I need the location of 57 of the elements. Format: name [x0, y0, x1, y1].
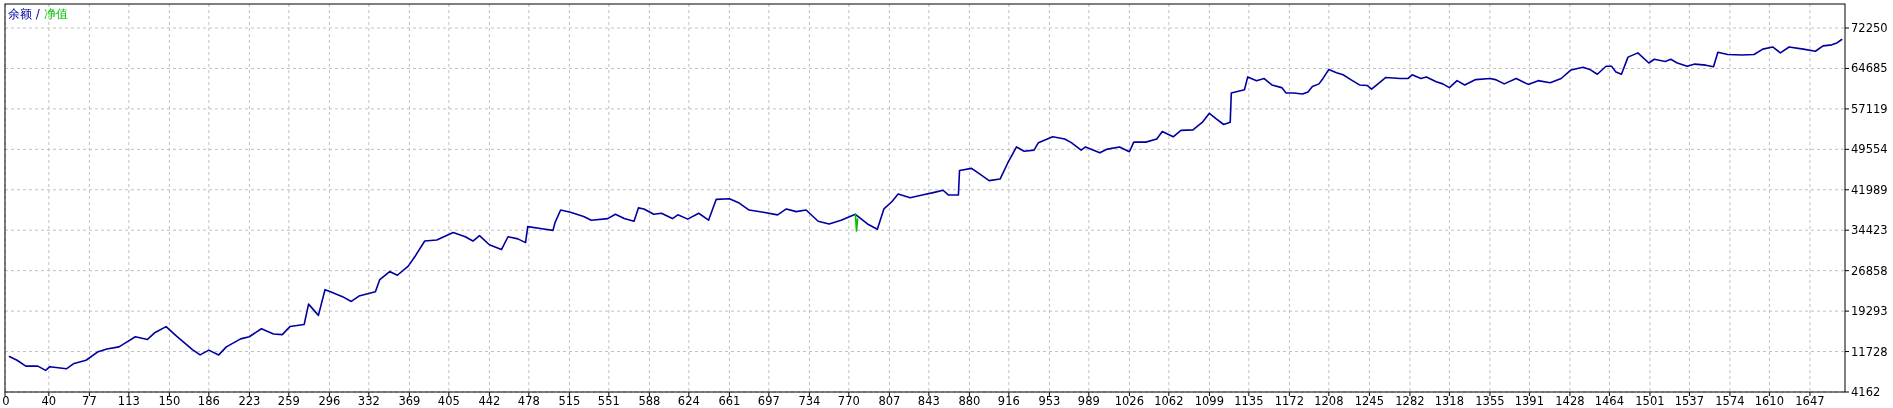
x-tick-label: 880	[958, 394, 981, 408]
x-tick-label: 1537	[1674, 394, 1705, 408]
x-tick-label: 515	[558, 394, 581, 408]
x-tick-label: 113	[117, 394, 140, 408]
x-tick-label: 1062	[1154, 394, 1184, 408]
x-tick-label: 588	[638, 394, 661, 408]
y-tick-label: 26858	[1851, 263, 1888, 278]
y-tick-label: 41989	[1851, 182, 1888, 197]
x-tick-label: 916	[997, 394, 1020, 408]
y-tick-label: 4162	[1851, 385, 1881, 399]
y-tick-label: 57119	[1851, 101, 1888, 116]
x-tick-label: 1464	[1594, 394, 1625, 408]
x-tick-label: 478	[517, 394, 540, 408]
x-tick-label: 1282	[1395, 394, 1425, 408]
x-tick-label: 40	[41, 394, 57, 408]
x-tick-label: 1428	[1555, 394, 1585, 408]
y-tick-label: 72250	[1851, 21, 1888, 35]
x-tick-label: 223	[238, 394, 261, 408]
x-tick-label: 1208	[1314, 394, 1344, 408]
x-tick-label: 259	[277, 394, 300, 408]
x-tick-label: 989	[1077, 394, 1100, 408]
x-tick-label: 953	[1038, 394, 1061, 408]
x-tick-label: 1391	[1514, 394, 1545, 408]
x-tick-label: 1318	[1434, 394, 1465, 408]
x-tick-label: 1647	[1795, 394, 1825, 408]
x-tick-label: 807	[878, 394, 901, 408]
x-tick-label: 661	[718, 394, 741, 408]
x-tick-label: 551	[597, 394, 620, 408]
x-tick-label: 1245	[1354, 394, 1385, 408]
x-tick-label: 77	[82, 394, 97, 408]
x-tick-label: 1172	[1274, 394, 1305, 408]
y-tick-label: 64685	[1851, 61, 1888, 76]
x-tick-label: 1610	[1754, 394, 1785, 408]
x-tick-label: 1099	[1194, 394, 1225, 408]
x-tick-label: 697	[757, 394, 780, 408]
x-tick-label: 1135	[1234, 394, 1264, 408]
x-tick-label: 332	[357, 394, 380, 408]
x-tick-label: 369	[398, 394, 421, 408]
x-tick-label: 734	[798, 394, 821, 408]
legend: 余额 / 净值	[8, 7, 68, 21]
x-tick-label: 150	[158, 394, 181, 408]
x-tick-label: 1574	[1715, 394, 1745, 408]
x-tick-label: 1501	[1635, 394, 1665, 408]
x-tick-label: 1355	[1475, 394, 1505, 408]
y-tick-label: 34423	[1851, 223, 1888, 238]
x-tick-label: 770	[837, 394, 860, 408]
x-tick-label: 0	[2, 394, 10, 408]
x-tick-label: 1026	[1114, 394, 1145, 408]
x-tick-label: 296	[318, 394, 341, 408]
x-tick-label: 442	[478, 394, 501, 408]
y-tick-label: 19293	[1851, 304, 1888, 319]
y-tick-label: 11728	[1851, 344, 1888, 359]
x-tick-label: 186	[197, 394, 220, 408]
x-tick-label: 843	[917, 394, 940, 408]
y-tick-label: 49554	[1851, 142, 1888, 157]
x-tick-label: 624	[677, 394, 700, 408]
x-tick-label: 405	[437, 394, 460, 408]
